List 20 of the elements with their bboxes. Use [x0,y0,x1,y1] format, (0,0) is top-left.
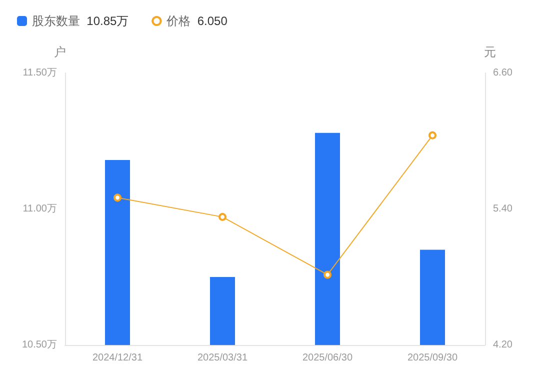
y-tick-label: 11.50万 [22,68,57,78]
x-tick-label: 2024/12/31 [92,352,143,364]
y-tick-label: 11.00万 [22,204,57,214]
y2-axis-title: 元 [484,45,496,59]
legend-label: 股东数量 [32,14,80,28]
x-tick-label: 2025/06/30 [302,352,353,364]
y-tick-label: 10.50万 [22,340,57,350]
y2-tick-label: 5.40 [493,204,513,214]
legend-label: 价格 [166,14,191,28]
x-tick-label: 2025/03/31 [197,352,248,364]
point [114,194,122,202]
y2-tick-label: 4.20 [493,340,513,350]
point [218,212,226,221]
x-tick-label: 2025/09/30 [407,352,458,364]
y-axis-title: 户 [54,45,66,59]
point [428,131,436,140]
text: 10.85万 [86,14,129,28]
text: 6.050 [197,14,228,28]
point [324,270,332,279]
y2-tick-label: 6.60 [493,68,513,78]
